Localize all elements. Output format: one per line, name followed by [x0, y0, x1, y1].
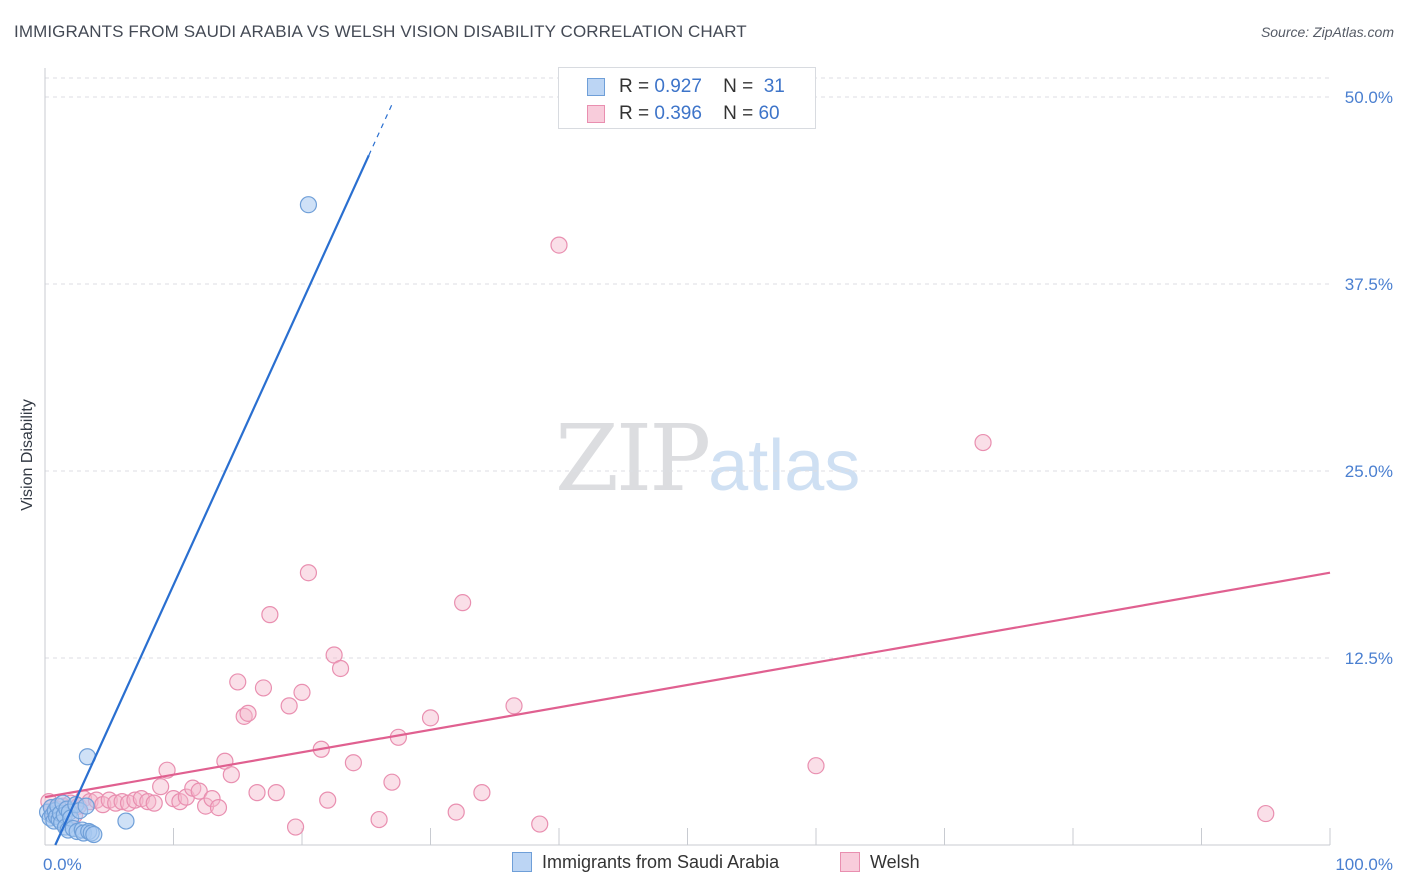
welsh-point — [551, 237, 567, 253]
welsh-point — [975, 435, 991, 451]
legend-text-saudi: R = 0.927 N = 31 — [619, 76, 785, 98]
correlation-legend: R = 0.927 N = 31 R = 0.396 N = 60 — [558, 67, 816, 129]
legend-r-value: 0.396 — [654, 103, 702, 124]
saudi-point — [78, 798, 94, 814]
welsh-point — [210, 800, 226, 816]
welsh-point — [423, 710, 439, 726]
bottom-legend-label-welsh: Welsh — [870, 852, 920, 872]
welsh-point — [240, 705, 256, 721]
y-tick-label: 37.5% — [1345, 275, 1393, 294]
welsh-point — [532, 816, 548, 832]
bottom-legend-swatch-welsh — [840, 852, 860, 872]
welsh-point — [268, 785, 284, 801]
bottom-legend-swatch-saudi — [512, 852, 532, 872]
welsh-point — [371, 812, 387, 828]
y-tick-label: 25.0% — [1345, 462, 1393, 481]
legend-swatch-saudi — [587, 78, 605, 96]
bottom-legend-saudi: Immigrants from Saudi Arabia — [512, 852, 779, 873]
welsh-point — [281, 698, 297, 714]
welsh-point — [1258, 806, 1274, 822]
bottom-legend-welsh: Welsh — [840, 852, 920, 873]
welsh-point — [249, 785, 265, 801]
welsh-point — [288, 819, 304, 835]
legend-n-label: N = — [723, 103, 753, 124]
legend-r-value: 0.927 — [654, 76, 702, 97]
legend-swatch-welsh — [587, 105, 605, 123]
bottom-legend-label-saudi: Immigrants from Saudi Arabia — [542, 852, 779, 872]
legend-n-label: N = — [723, 76, 753, 97]
welsh-point — [384, 774, 400, 790]
legend-text-welsh: R = 0.396 N = 60 — [619, 103, 780, 125]
welsh-point — [153, 779, 169, 795]
saudi-point — [86, 827, 102, 843]
y-tick-label: 12.5% — [1345, 649, 1393, 668]
welsh-point — [223, 767, 239, 783]
welsh-point — [506, 698, 522, 714]
y-tick-label: 50.0% — [1345, 88, 1393, 107]
saudi-point — [300, 197, 316, 213]
legend-n-value: 60 — [758, 103, 779, 124]
scatter-chart: 12.5% 25.0% 37.5% 50.0% 0.0% 100.0% — [0, 0, 1406, 892]
legend-r-label: R = — [619, 76, 649, 97]
welsh-point — [808, 758, 824, 774]
welsh-point — [262, 607, 278, 623]
x-tick-label: 0.0% — [43, 855, 82, 874]
welsh-point — [345, 755, 361, 771]
welsh-point — [448, 804, 464, 820]
welsh-point — [455, 595, 471, 611]
saudi-point — [118, 813, 134, 829]
saudi-trendline-extension — [369, 104, 392, 155]
welsh-point — [300, 565, 316, 581]
welsh-point — [320, 792, 336, 808]
x-tick-label: 100.0% — [1335, 855, 1393, 874]
welsh-point — [333, 660, 349, 676]
welsh-point — [146, 795, 162, 811]
welsh-point — [255, 680, 271, 696]
welsh-point — [230, 674, 246, 690]
welsh-point — [474, 785, 490, 801]
welsh-point — [294, 684, 310, 700]
legend-r-label: R = — [619, 103, 649, 124]
legend-n-value: 31 — [764, 76, 785, 97]
